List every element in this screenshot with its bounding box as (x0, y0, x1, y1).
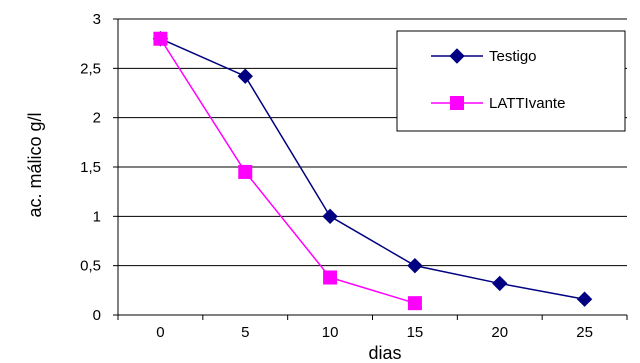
data-point-lattivante-15 (407, 296, 422, 311)
legend: Testigo LATTIvante (396, 30, 626, 132)
x-tick-label-0: 0 (156, 324, 164, 341)
series-line-testigo (160, 38, 585, 300)
data-point-testigo-15 (407, 257, 423, 274)
y-tick-label-2: 1 (93, 208, 101, 225)
y-tick-label-0: 0 (93, 307, 101, 324)
x-tick-label-1: 5 (241, 324, 249, 341)
series-lattivante (153, 31, 422, 311)
data-point-lattivante-5 (238, 164, 253, 179)
x-axis-ticks: 0 5 10 15 20 25 (117, 315, 628, 341)
legend-box (396, 30, 626, 132)
y-tick-label-4: 2 (93, 110, 101, 127)
legend-marker-lattivante (450, 96, 464, 110)
y-tick-label-6: 3 (93, 11, 101, 28)
legend-label-testigo: Testigo (489, 48, 537, 65)
data-point-testigo-20 (492, 275, 508, 292)
x-tick-label-4: 20 (491, 324, 508, 341)
series-line-lattivante (159, 38, 416, 304)
x-tick-label-2: 10 (322, 324, 339, 341)
x-axis-title: dias (368, 343, 401, 363)
x-tick-label-5: 25 (576, 324, 593, 341)
legend-label-lattivante: LATTIvante (489, 95, 565, 112)
data-point-testigo-5 (237, 68, 253, 84)
y-tick-label-3: 1,5 (80, 159, 101, 176)
y-tick-label-1: 0,5 (80, 258, 101, 275)
data-point-testigo-10 (322, 208, 338, 225)
data-point-lattivante-10 (323, 270, 338, 285)
y-tick-label-5: 2,5 (80, 60, 101, 77)
legend-marker-testigo (449, 48, 465, 64)
data-point-testigo-25 (576, 291, 593, 307)
gridlines (118, 18, 627, 267)
x-tick-label-3: 15 (407, 324, 424, 341)
data-point-lattivante-0 (153, 31, 168, 46)
series-group (152, 31, 593, 311)
y-axis-title: ac. málico g/l (25, 112, 45, 217)
y-axis-ticks: 0 0,5 1 1,5 2 2,5 3 (80, 11, 118, 324)
